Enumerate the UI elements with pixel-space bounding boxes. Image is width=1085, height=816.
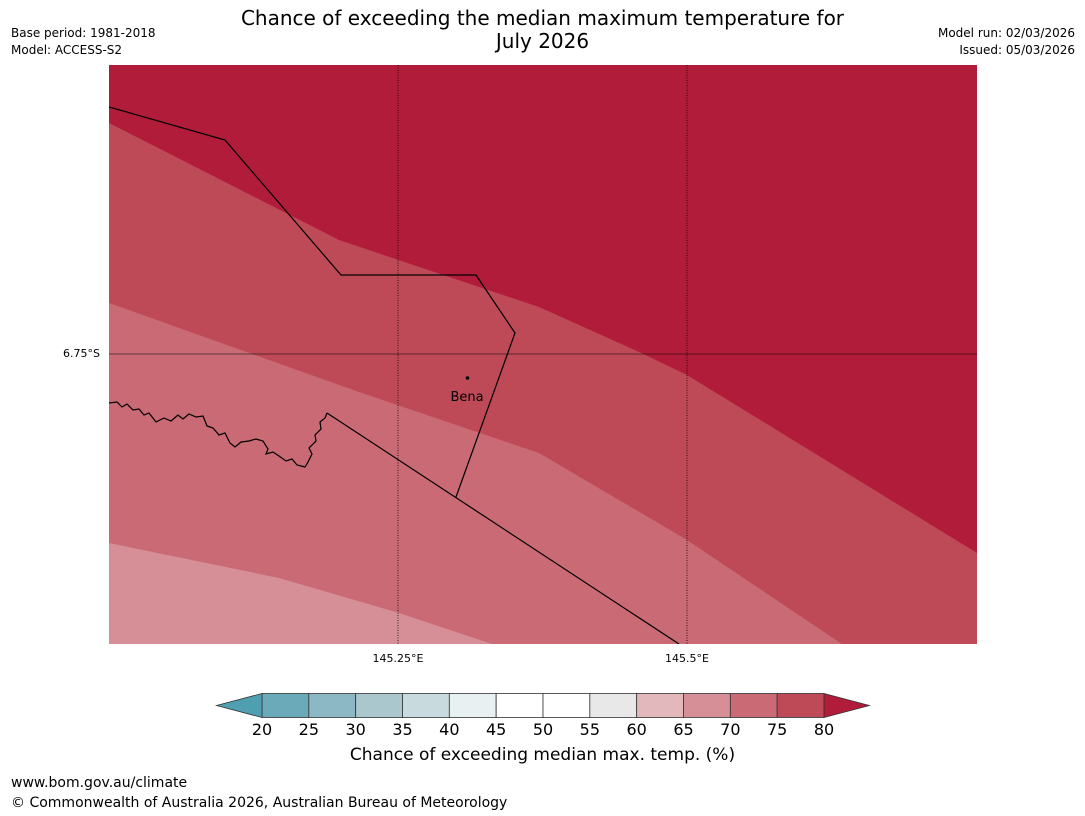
- river-line: [109, 401, 328, 468]
- colorbar-tick-label: 30: [345, 720, 366, 739]
- town-marker-bena[interactable]: [465, 376, 470, 380]
- colorbar-segment: [683, 693, 731, 718]
- province-boundary-south: [326, 412, 680, 644]
- model-run-text: Model run: 02/03/2026: [937, 26, 1075, 40]
- band-65-70: [109, 543, 492, 644]
- colorbar-segment: [636, 693, 684, 718]
- band-70-75: [109, 303, 842, 644]
- colorbar-segment: [355, 693, 403, 718]
- town-label-bena: Bena: [450, 390, 483, 405]
- footer-url[interactable]: www.bom.gov.au/climate: [11, 775, 188, 791]
- colorbar-tick-label: 55: [579, 720, 601, 739]
- map-title: Chance of exceeding the median maximum t…: [0, 7, 1085, 53]
- issued-text: Issued: 05/03/2026: [959, 43, 1075, 57]
- colorbar-tick-label: 40: [439, 720, 460, 739]
- colorbar-under-arrow: [215, 692, 263, 719]
- colorbar-segment: [542, 693, 591, 718]
- colorbar-segment: [776, 693, 825, 718]
- base-period-text: Base period: 1981-2018: [11, 26, 156, 40]
- title-line-1: Chance of exceeding the median maximum t…: [240, 6, 845, 30]
- colorbar-over-arrow: [823, 692, 871, 719]
- colorbar-segment: [495, 693, 544, 718]
- colorbar: [215, 692, 871, 719]
- colorbar-tick-label: 50: [532, 720, 554, 739]
- lon-label-145-5e: 145.5°E: [665, 652, 709, 665]
- colorbar-segment: [729, 693, 778, 718]
- footer-copyright: © Commonwealth of Australia 2026, Austra…: [11, 795, 508, 811]
- colorbar-segment: [308, 693, 357, 718]
- colorbar-segment: [589, 693, 638, 718]
- colorbar-tick-label: 20: [251, 720, 273, 739]
- metadata-right: Model run: 02/03/2026 Issued: 05/03/2026: [938, 25, 1075, 59]
- lat-label-6-75s: 6.75°S: [63, 347, 100, 360]
- colorbar-segment: [448, 693, 497, 718]
- province-boundary: [109, 106, 516, 498]
- colorbar-tick-label: 35: [392, 720, 413, 739]
- forecast-map[interactable]: Bena: [109, 65, 977, 644]
- colorbar-tick-label: 65: [673, 720, 694, 739]
- colorbar-tick-label: 80: [813, 720, 835, 739]
- colorbar-segment: [402, 693, 450, 718]
- colorbar-title: Chance of exceeding median max. temp. (%…: [349, 745, 736, 765]
- colorbar-tick-label: 75: [766, 720, 788, 739]
- colorbar-segments: [261, 693, 825, 718]
- colorbar-tick-label: 25: [298, 720, 320, 739]
- metadata-left: Base period: 1981-2018 Model: ACCESS-S2: [11, 25, 156, 59]
- lon-label-145-25e: 145.25°E: [372, 652, 424, 665]
- model-text: Model: ACCESS-S2: [11, 43, 123, 57]
- colorbar-tick-label: 70: [720, 720, 741, 739]
- colorbar-tick-label: 60: [626, 720, 647, 739]
- title-line-2: July 2026: [495, 29, 590, 53]
- colorbar-tick-label: 45: [485, 720, 507, 739]
- colorbar-segment: [261, 693, 310, 718]
